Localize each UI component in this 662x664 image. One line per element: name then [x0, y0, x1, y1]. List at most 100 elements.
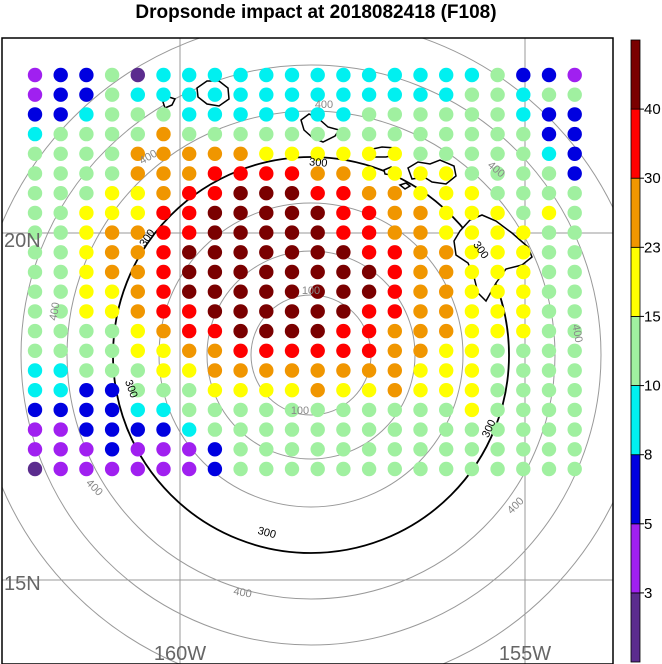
impact-dot [207, 422, 223, 437]
impact-dot [284, 126, 300, 142]
impact-dot [387, 146, 402, 161]
impact-dot [541, 284, 557, 299]
impact-dot [310, 304, 325, 319]
impact-dot [27, 126, 43, 142]
ring-label-100-a: 100 [302, 285, 320, 297]
impact-dot [541, 304, 557, 319]
impact-dot [130, 284, 145, 299]
impact-dot [233, 186, 248, 201]
impact-dot [156, 461, 171, 477]
impact-dot [464, 264, 480, 280]
impact-dot [27, 67, 43, 83]
impact-dot [104, 126, 120, 142]
impact-dot [53, 107, 68, 122]
impact-dot [182, 146, 197, 161]
impact-dot [567, 442, 582, 457]
impact-dot [464, 146, 480, 161]
impact-dot [439, 225, 454, 240]
impact-dot [387, 363, 402, 378]
impact-dot [207, 87, 223, 102]
impact-dot [387, 383, 402, 398]
impact-dot [541, 225, 557, 240]
impact-dot [490, 264, 505, 280]
impact-dot [156, 186, 171, 201]
impact-dot [490, 284, 505, 299]
impact-dot [79, 363, 94, 378]
impact-dot [516, 402, 531, 418]
impact-dot [516, 107, 531, 122]
impact-dot [310, 422, 325, 437]
impact-dot [361, 422, 377, 437]
impact-dot [464, 205, 480, 221]
impact-dot [541, 383, 557, 398]
impact-dot [361, 323, 377, 339]
impact-dot [490, 383, 505, 398]
impact-dot [233, 146, 248, 161]
impact-dot [413, 402, 428, 418]
colorbar-tick-labels: 3 5 8 10 15 23 30 40 [640, 101, 661, 602]
impact-dot [233, 402, 248, 418]
impact-dot [490, 343, 505, 358]
impact-dot [27, 363, 43, 378]
colorbar-bin [630, 523, 641, 594]
impact-dot [336, 146, 351, 161]
impact-dot [516, 264, 531, 280]
impact-dot [439, 383, 454, 398]
impact-dot [79, 107, 94, 122]
impact-dot [541, 323, 557, 339]
impact-dot [207, 304, 223, 319]
impact-dot [413, 225, 428, 240]
impact-dot [413, 126, 428, 142]
impact-dot [516, 422, 531, 437]
impact-dot [104, 107, 120, 122]
impact-dot [156, 343, 171, 358]
impact-dot [156, 225, 171, 240]
impact-dot [413, 245, 428, 260]
impact-dot [490, 442, 505, 457]
impact-dot [413, 107, 428, 122]
impact-dot [361, 245, 377, 260]
impact-dot [207, 186, 223, 201]
impact-dot [53, 225, 68, 240]
map-background [2, 38, 613, 664]
impact-dot [27, 225, 43, 240]
impact-dot [567, 186, 582, 201]
impact-dot [79, 284, 94, 299]
impact-dot [259, 284, 274, 299]
impact-dot [310, 126, 325, 142]
impact-dot [464, 323, 480, 339]
impact-dot [567, 323, 582, 339]
impact-dot [387, 205, 402, 221]
impact-dot [541, 402, 557, 418]
impact-dot [516, 323, 531, 339]
impact-dot [541, 67, 557, 83]
impact-dot [130, 363, 145, 378]
impact-dot [27, 146, 43, 161]
ring-label-100-b: 100 [291, 405, 309, 417]
impact-dot [387, 67, 402, 83]
impact-dot [567, 304, 582, 319]
impact-dot [79, 304, 94, 319]
impact-dot [310, 383, 325, 398]
impact-dot [336, 343, 351, 358]
impact-dot [541, 107, 557, 122]
impact-dot [310, 107, 325, 122]
impact-dot [413, 442, 428, 457]
impact-dot [156, 146, 171, 161]
impact-dot [387, 186, 402, 201]
colorbar-tick-label: 10 [644, 378, 661, 395]
impact-dot [27, 442, 43, 457]
impact-dot [182, 126, 197, 142]
impact-dot [439, 442, 454, 457]
impact-dot [233, 245, 248, 260]
colorbar-bin [630, 246, 641, 317]
impact-dot [516, 87, 531, 102]
impact-dot [79, 402, 94, 418]
impact-dot [490, 205, 505, 221]
impact-dot [336, 323, 351, 339]
impact-dot [336, 186, 351, 201]
impact-dot [336, 284, 351, 299]
impact-dot [336, 264, 351, 280]
impact-dot [310, 166, 325, 181]
impact-dot [259, 383, 274, 398]
